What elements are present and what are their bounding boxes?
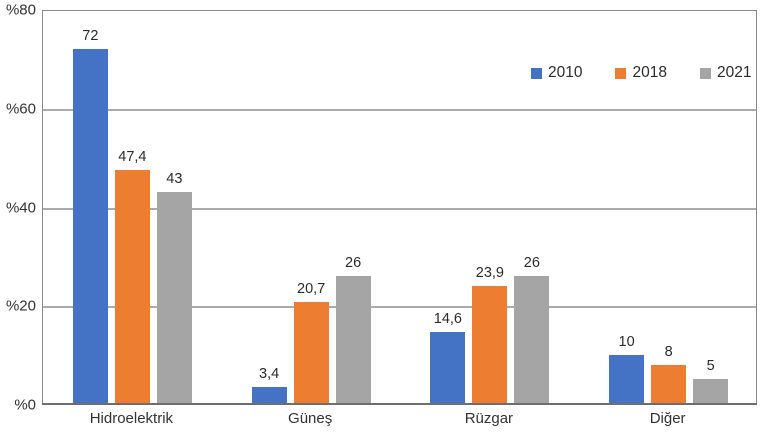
bar-value-label: 26 xyxy=(523,254,540,271)
bar-wrap: 23,9 xyxy=(472,265,508,404)
legend-item-2018: 2018 xyxy=(615,64,667,82)
x-category-label: Güneş xyxy=(288,410,333,427)
bar-2018-hidroelektrik xyxy=(114,169,150,404)
bar-2021-güneş xyxy=(335,275,371,404)
bar-value-label: 10 xyxy=(618,333,635,350)
y-tick-label: %80 xyxy=(5,1,36,19)
bar-wrap: 43 xyxy=(156,171,192,404)
y-tick-label: %0 xyxy=(14,396,36,414)
bar-wrap: 26 xyxy=(514,255,550,404)
bar-wrap: 20,7 xyxy=(293,281,329,404)
bar-2018-rüzgar xyxy=(472,286,508,404)
y-tick-label: %60 xyxy=(5,100,36,118)
x-category-label: Rüzgar xyxy=(464,410,514,427)
bar-wrap: 10 xyxy=(609,334,645,404)
plot-area: 2010 2018 2021 72 47,4 43 3,4 20,7 26 14,6 23,9 26… xyxy=(42,10,757,405)
legend-swatch-icon xyxy=(531,67,542,79)
bar-group-rüzgar: 14,6 23,9 26 xyxy=(430,255,550,404)
bar-wrap: 5 xyxy=(693,358,729,404)
bar-2021-diğer xyxy=(693,379,729,404)
legend-item-2010: 2010 xyxy=(531,64,582,82)
x-category-label: Hidroelektrik xyxy=(89,410,174,427)
y-axis: %0 %20 %40 %60 %80 xyxy=(0,0,38,432)
legend-label: 2018 xyxy=(632,64,667,81)
legend-label: 2010 xyxy=(548,64,583,81)
gridline xyxy=(43,306,756,309)
bar-wrap: 72 xyxy=(72,28,108,404)
bar-2010-rüzgar xyxy=(430,331,466,404)
gridline xyxy=(43,108,756,111)
bar-wrap: 8 xyxy=(651,344,687,404)
bar-value-label: 26 xyxy=(345,254,362,271)
x-axis-category-labels: Hidroelektrik Güneş Rüzgar Diğer xyxy=(42,408,757,430)
bar-2010-hidroelektrik xyxy=(72,48,108,404)
bar-value-label: 3,4 xyxy=(259,366,280,383)
bar-2018-diğer xyxy=(651,364,687,404)
bar-value-label: 72 xyxy=(82,27,99,44)
x-category-label: Diğer xyxy=(649,410,686,427)
legend-label: 2021 xyxy=(716,64,752,81)
chart-legend: 2010 2018 2021 xyxy=(531,64,751,82)
bar-2021-rüzgar xyxy=(514,275,550,404)
bar-wrap: 14,6 xyxy=(430,311,466,404)
bar-value-label: 23,9 xyxy=(475,265,504,281)
y-tick-label: %40 xyxy=(5,199,36,216)
gridline xyxy=(43,207,756,210)
bar-2010-güneş xyxy=(251,387,287,404)
bar-wrap: 26 xyxy=(335,255,371,404)
legend-swatch-icon xyxy=(699,67,711,79)
bar-value-label: 20,7 xyxy=(297,280,326,297)
bar-value-label: 47,4 xyxy=(118,148,147,165)
bar-2010-diğer xyxy=(609,354,645,404)
bar-group-hidroelektrik: 72 47,4 43 xyxy=(72,28,192,404)
bar-group-diğer: 10 8 5 xyxy=(609,334,729,404)
legend-swatch-icon xyxy=(615,67,627,79)
bar-group-güneş: 3,4 20,7 26 xyxy=(251,255,371,404)
bar-wrap: 47,4 xyxy=(114,149,150,404)
bar-2021-hidroelektrik xyxy=(156,191,192,404)
bar-value-label: 14,6 xyxy=(433,310,462,327)
legend-item-2021: 2021 xyxy=(699,64,752,82)
bar-value-label: 8 xyxy=(664,343,673,360)
bar-value-label: 5 xyxy=(706,358,715,375)
bar-wrap: 3,4 xyxy=(251,366,287,404)
bar-value-label: 43 xyxy=(166,170,183,187)
y-tick-label: %20 xyxy=(5,297,36,315)
x-axis-line xyxy=(42,403,757,405)
bar-2018-güneş xyxy=(293,301,329,404)
